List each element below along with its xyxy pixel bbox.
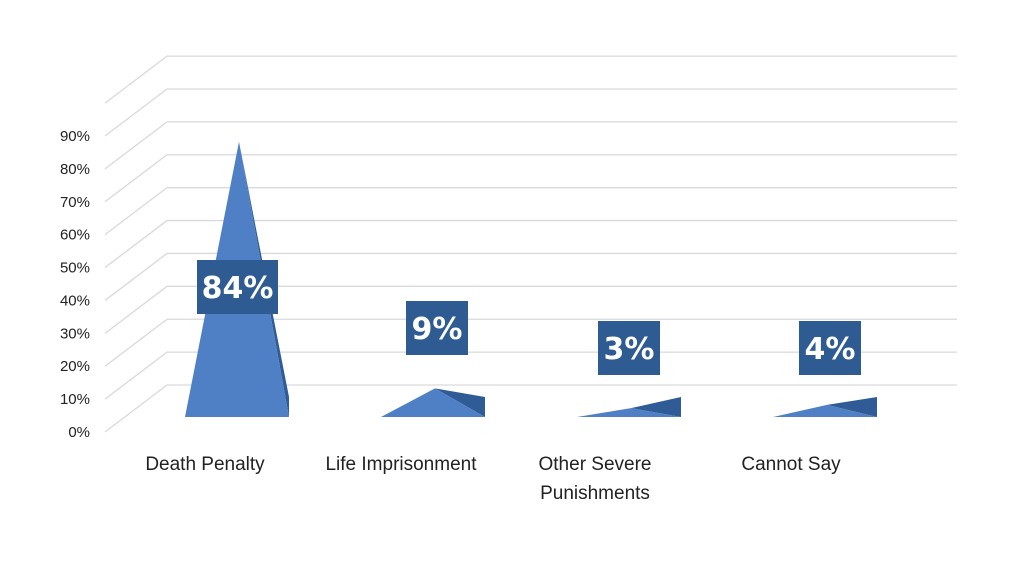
gridline bbox=[104, 121, 957, 170]
y-tick-label: 40% bbox=[60, 292, 90, 309]
data-label: 84% bbox=[197, 260, 278, 314]
data-label-text: 3% bbox=[604, 332, 655, 367]
gridline bbox=[104, 55, 957, 104]
pyramid-side-face bbox=[827, 397, 877, 417]
y-tick-label: 60% bbox=[60, 227, 90, 244]
y-tick-label: 20% bbox=[60, 358, 90, 375]
category-label-line: Other Severe bbox=[539, 454, 652, 475]
data-label-box bbox=[197, 260, 278, 314]
gridline bbox=[104, 351, 957, 400]
y-tick-label: 80% bbox=[60, 161, 90, 178]
category-label: Death Penalty bbox=[145, 454, 265, 475]
bars bbox=[185, 141, 877, 417]
category-label-line: Punishments bbox=[540, 483, 650, 504]
category-label-line: Cannot Say bbox=[741, 454, 841, 475]
data-labels: 84% 9% 3% 4% bbox=[197, 260, 861, 375]
y-tick-label: 50% bbox=[60, 260, 90, 277]
y-tick-label: 0% bbox=[68, 424, 90, 441]
gridline bbox=[104, 285, 957, 334]
gridline bbox=[104, 187, 957, 236]
y-tick-label: 30% bbox=[60, 325, 90, 342]
y-tick-label: 70% bbox=[60, 194, 90, 211]
category-label: Life Imprisonment bbox=[325, 454, 477, 475]
pyramid-front-face bbox=[773, 404, 877, 417]
x-axis: Death Penalty Life Imprisonment Other Seve… bbox=[145, 454, 841, 504]
category-label-line: Death Penalty bbox=[145, 454, 265, 475]
data-label-box bbox=[598, 321, 660, 375]
gridlines bbox=[104, 55, 957, 433]
pyramid-bar bbox=[773, 397, 877, 417]
data-label: 9% bbox=[406, 301, 468, 355]
data-label: 3% bbox=[598, 321, 660, 375]
gridline bbox=[104, 154, 957, 203]
data-label-text: 84% bbox=[202, 271, 274, 306]
pyramid-front-face bbox=[381, 388, 485, 417]
gridline bbox=[104, 219, 957, 269]
gridline bbox=[104, 88, 957, 137]
pyramid-side-face bbox=[631, 397, 681, 417]
data-label-text: 9% bbox=[412, 312, 463, 347]
y-tick-label: 90% bbox=[60, 128, 90, 145]
data-label-box bbox=[799, 321, 861, 375]
gridline bbox=[104, 384, 957, 433]
gridline bbox=[104, 318, 957, 367]
y-axis: 0% 10% 20% 30% 40% 50% 60% 70% 80% 90% bbox=[60, 128, 90, 441]
category-label: Other Severe Punishments bbox=[539, 454, 652, 504]
pyramid-bar bbox=[577, 397, 681, 417]
y-tick-label: 10% bbox=[60, 391, 90, 408]
category-label-line: Life Imprisonment bbox=[325, 454, 477, 475]
data-label-box bbox=[406, 301, 468, 355]
category-label: Cannot Say bbox=[741, 454, 841, 475]
pyramid-front-face bbox=[577, 408, 681, 417]
pyramid-side-face bbox=[435, 388, 485, 417]
data-label-text: 4% bbox=[805, 332, 856, 367]
data-label: 4% bbox=[799, 321, 861, 375]
gridline bbox=[104, 252, 957, 301]
pyramid-bar bbox=[381, 388, 485, 417]
